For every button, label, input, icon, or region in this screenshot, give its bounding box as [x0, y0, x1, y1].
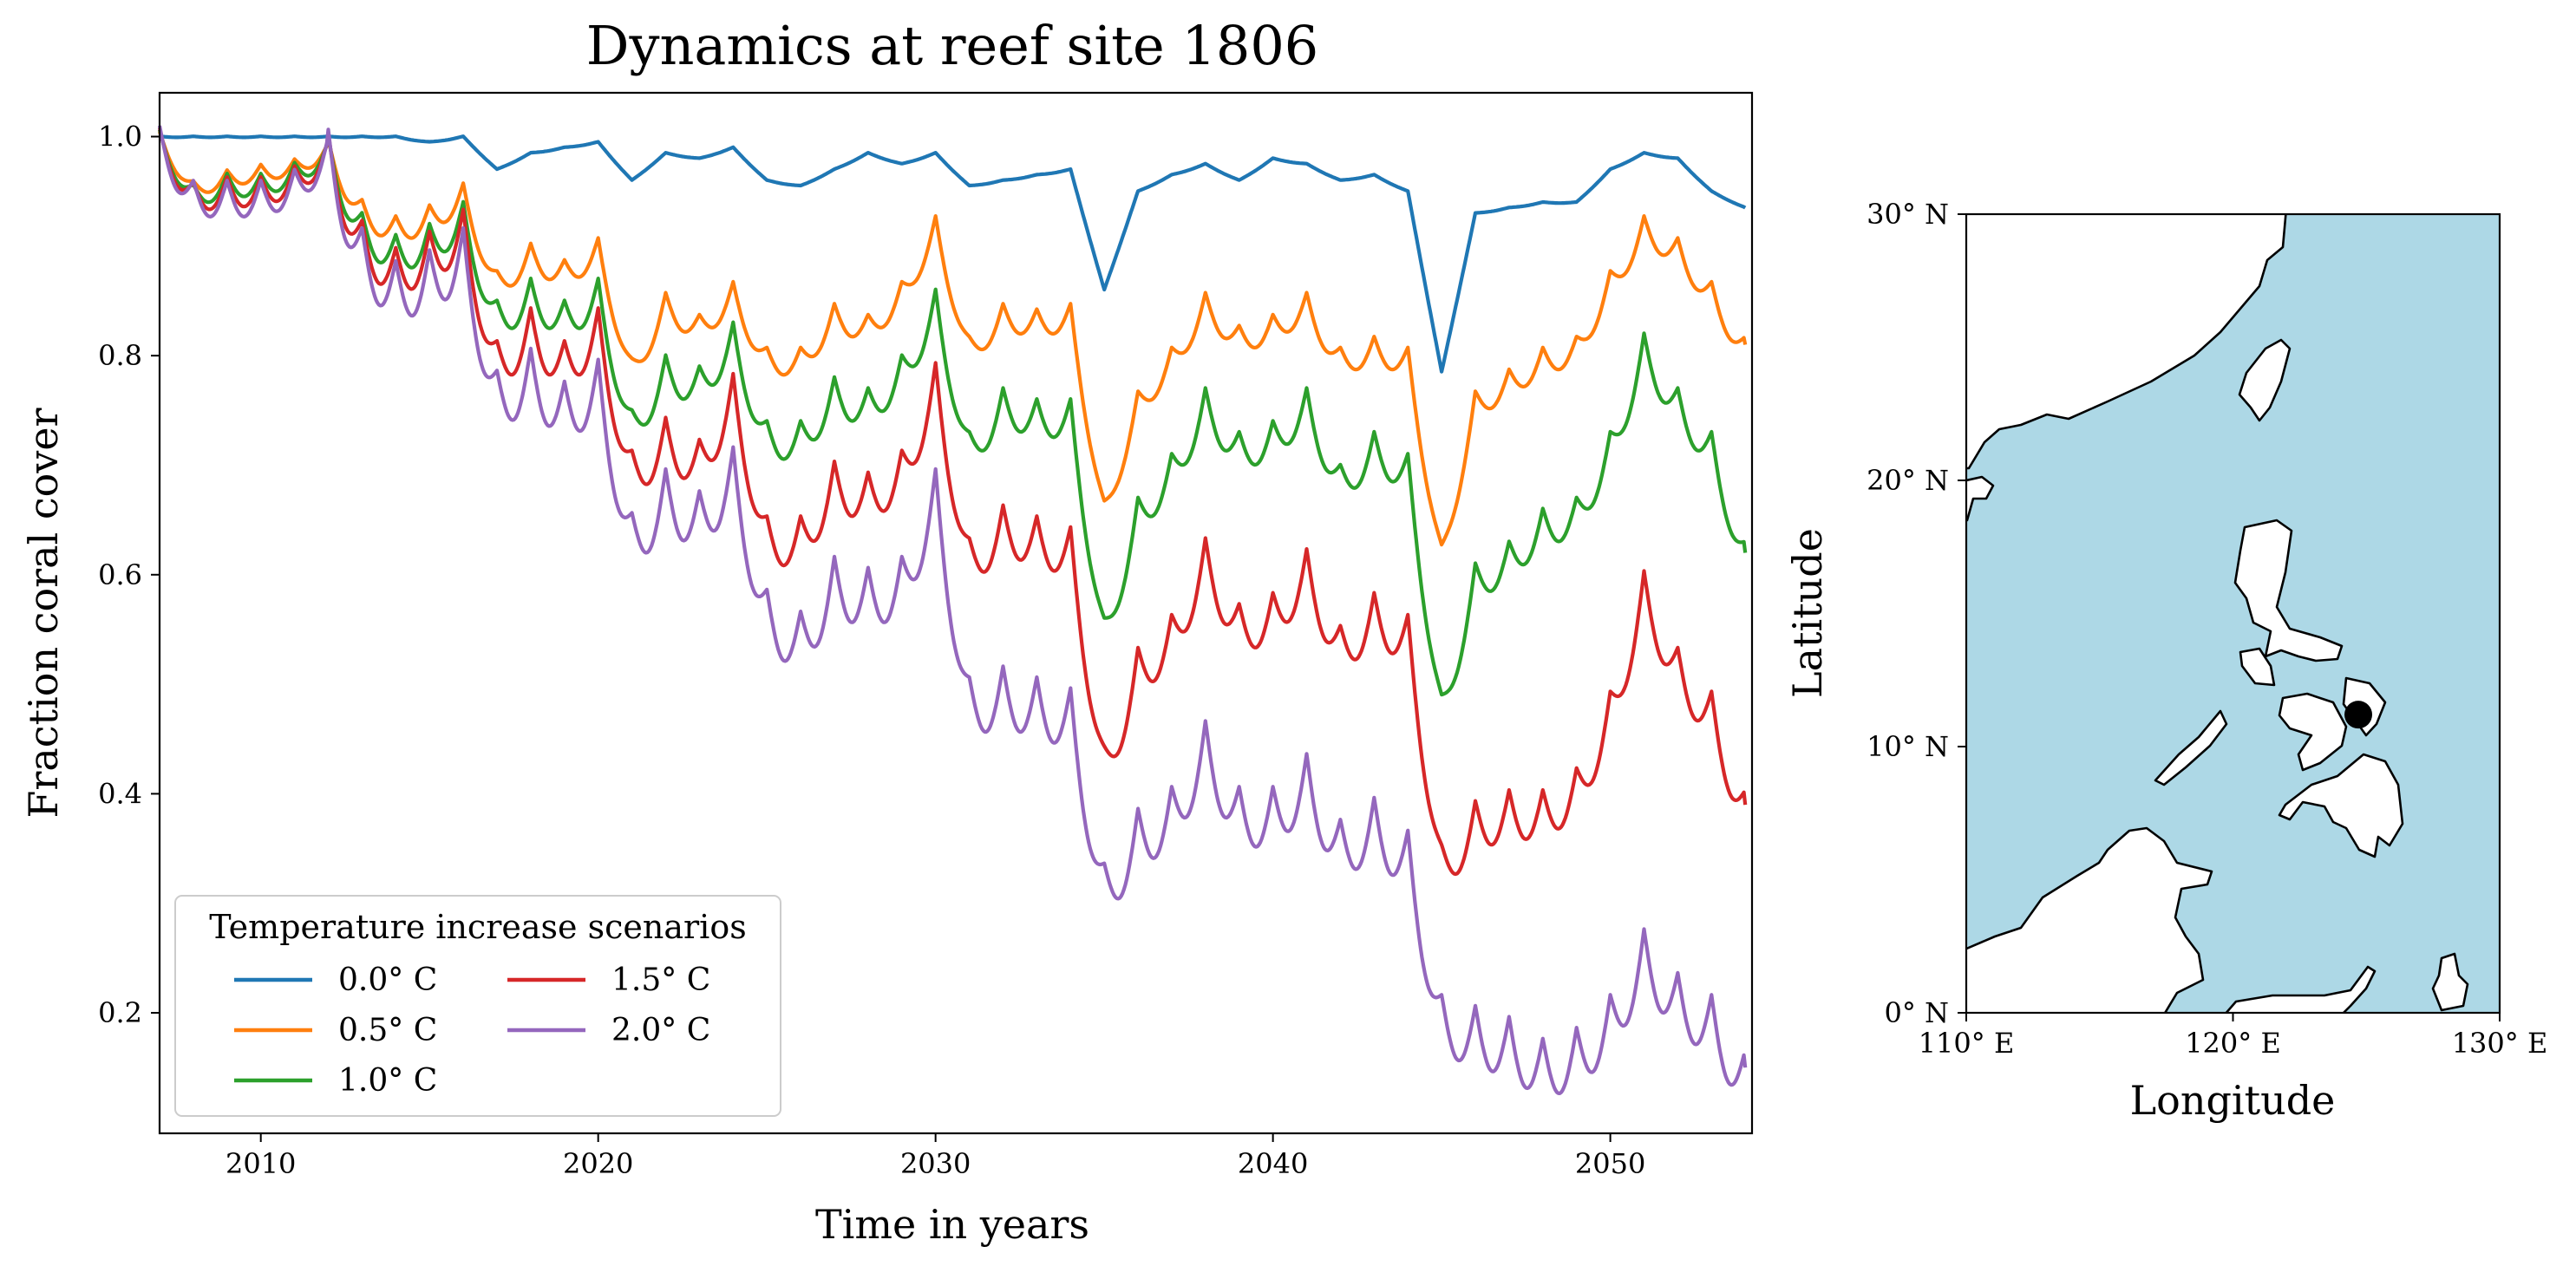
y-axis-label: Fraction coral cover: [20, 408, 67, 818]
y-axis-ticks: 0.2 0.4 0.6 0.8 1.0: [98, 121, 160, 1029]
legend-label: 0.0° C: [338, 963, 437, 998]
series-line-3: [157, 127, 1748, 877]
series-lines: [157, 125, 1748, 1095]
x-axis-ticks: 2010 2020 2030 2040 2050: [226, 1133, 1645, 1180]
x-axis-label: Time in years: [815, 1201, 1089, 1248]
location-map: 110° E 120° E 130° E 0° N 10° N 20° N 30° N L…: [1784, 198, 2547, 1124]
x-tick-label: 2050: [1575, 1147, 1645, 1180]
map-y-tick-label: 10° N: [1867, 730, 1949, 763]
land-hainan: [1966, 475, 1995, 522]
legend-label: 1.0° C: [338, 1063, 437, 1099]
land-visayas-central: [2278, 692, 2348, 772]
legend-items: 0.0° C 0.5° C 1.0° C 1.5° C 2.0° C: [234, 963, 710, 1099]
land-borneo: [1966, 826, 2213, 1013]
y-tick-label: 0.6: [98, 558, 142, 591]
map-y-axis-label: Latitude: [1784, 528, 1831, 698]
land-mindoro: [2239, 647, 2276, 687]
landmasses: [1966, 214, 2469, 1013]
y-tick-label: 1.0: [98, 121, 142, 153]
land-luzon: [2233, 519, 2344, 662]
coral-cover-chart: Dynamics at reef site 1806 2010 2020 2030 2…: [20, 14, 1754, 1248]
x-tick-label: 2010: [226, 1147, 296, 1180]
reef-site-marker: [2344, 701, 2373, 729]
map-x-ticks: 110° E 120° E 130° E: [1919, 1013, 2548, 1060]
map-x-tick-label: 120° E: [2185, 1027, 2281, 1060]
legend-label: 0.5° C: [338, 1013, 437, 1048]
x-tick-label: 2040: [1238, 1147, 1308, 1180]
series-line-0: [159, 134, 1747, 374]
x-tick-label: 2020: [563, 1147, 633, 1180]
legend-title: Temperature increase scenarios: [209, 908, 746, 946]
land-mindanao: [2278, 753, 2404, 858]
map-y-tick-label: 30° N: [1867, 198, 1949, 231]
map-y-tick-label: 20° N: [1867, 464, 1949, 497]
land-palawan: [2154, 709, 2228, 786]
land-china: [1966, 214, 2287, 470]
land-halmahera: [2431, 952, 2469, 1012]
map-x-tick-label: 130° E: [2452, 1027, 2548, 1060]
chart-title: Dynamics at reef site 1806: [586, 14, 1319, 77]
series-line-1: [158, 131, 1748, 547]
land-taiwan: [2238, 338, 2292, 422]
land-sulawesi: [2225, 965, 2377, 1013]
map-x-tick-label: 110° E: [1919, 1027, 2015, 1060]
legend-label: 2.0° C: [611, 1013, 710, 1048]
y-tick-label: 0.8: [98, 339, 142, 372]
series-line-4: [157, 125, 1748, 1095]
map-x-axis-label: Longitude: [2130, 1077, 2336, 1124]
x-tick-label: 2030: [900, 1147, 971, 1180]
map-y-ticks: 0° N 10° N 20° N 30° N: [1867, 198, 1966, 1029]
legend-label: 1.5° C: [611, 963, 710, 998]
y-tick-label: 0.4: [98, 777, 142, 810]
legend: Temperature increase scenarios 0.0° C 0.5…: [174, 895, 781, 1117]
series-line-2: [157, 129, 1748, 697]
map-y-tick-label: 0° N: [1884, 996, 1949, 1029]
plot-frame: [158, 91, 1754, 1135]
legend-box: [174, 895, 781, 1117]
y-tick-label: 0.2: [98, 996, 142, 1029]
